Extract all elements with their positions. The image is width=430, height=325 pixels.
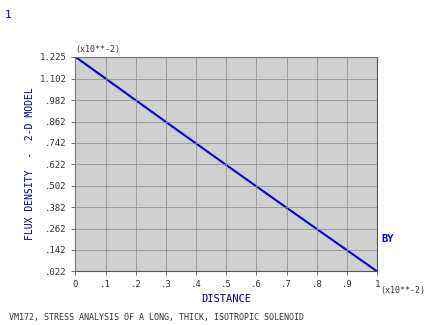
X-axis label: DISTANCE: DISTANCE	[201, 293, 251, 304]
Text: BY: BY	[381, 234, 393, 244]
Y-axis label: FLUX DENSITY  -  2-D MODEL: FLUX DENSITY - 2-D MODEL	[25, 88, 35, 240]
Text: 1: 1	[4, 10, 11, 20]
Text: VM172, STRESS ANALYSIS OF A LONG, THICK, ISOTROPIC SOLENOID: VM172, STRESS ANALYSIS OF A LONG, THICK,…	[9, 313, 303, 322]
Text: (x10**-2): (x10**-2)	[379, 286, 424, 295]
Text: (x10**-2): (x10**-2)	[75, 45, 120, 54]
